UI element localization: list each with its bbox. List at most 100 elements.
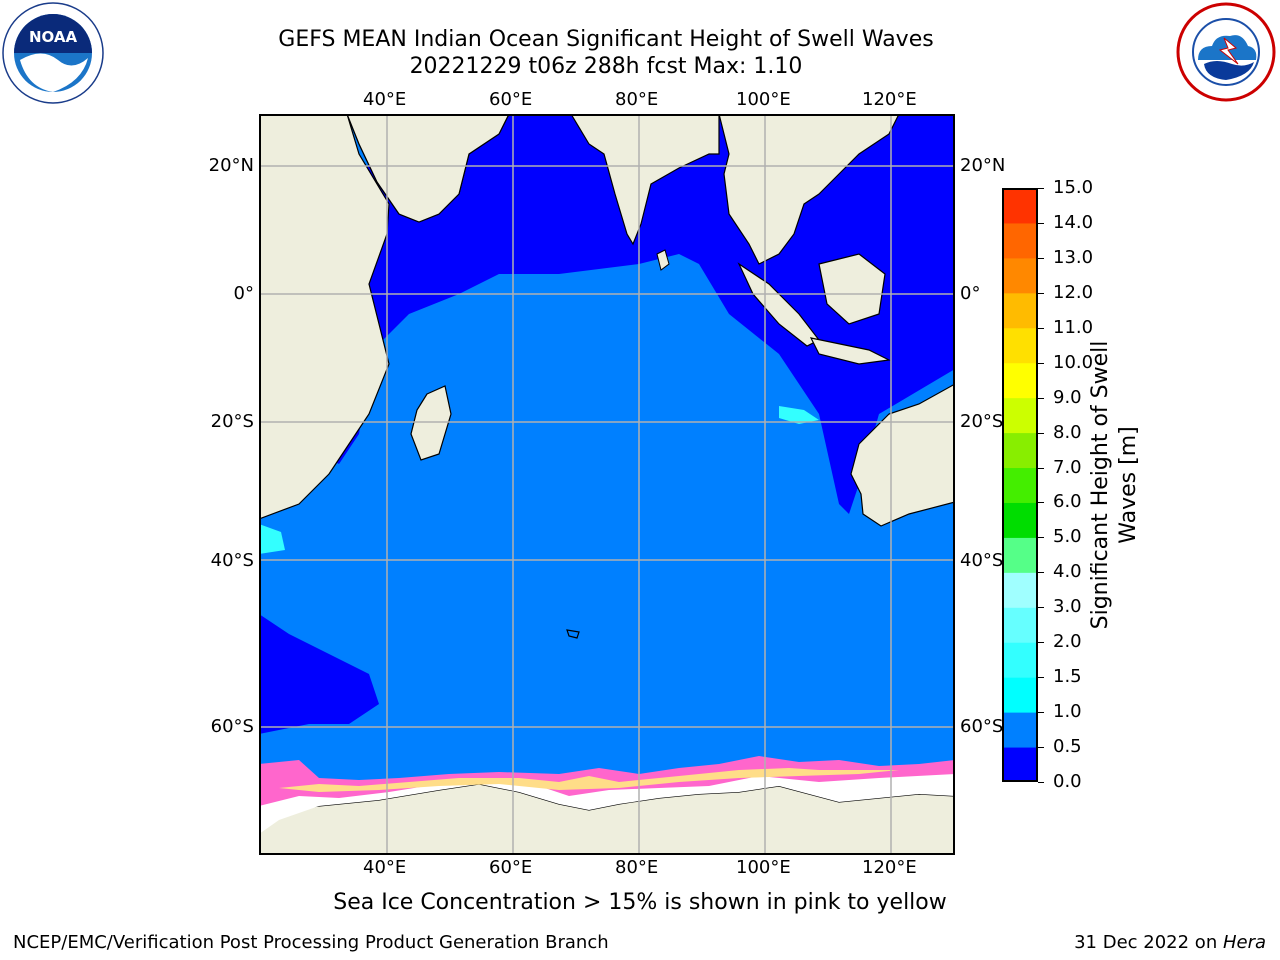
map-title: GEFS MEAN Indian Ocean Significant Heigh… — [278, 27, 934, 52]
colorbar-tick-label: 12.0 — [1053, 281, 1094, 303]
sea-ice-white — [259, 772, 955, 834]
map-panel — [259, 114, 955, 855]
lon-label-top: 80°E — [615, 89, 659, 110]
colorbar-tick-mark — [1038, 188, 1044, 189]
colorbar-title-line1: Significant Height of Swell — [1088, 340, 1113, 630]
footer-branch: NCEP/EMC/Verification Post Processing Pr… — [13, 932, 609, 953]
sea-ice-caption: Sea Ice Concentration > 15% is shown in … — [333, 890, 947, 915]
map-subtitle: 20221229 t06z 288h fcst Max: 1.10 — [409, 54, 803, 79]
colorbar-tick-mark — [1038, 432, 1044, 434]
noaa-logo: NOAA — [2, 2, 104, 104]
lon-label-top: 120°E — [862, 89, 917, 110]
colorbar-swatch — [1002, 677, 1038, 713]
colorbar-tick-label: 1.5 — [1053, 666, 1082, 688]
colorbar-tick-label: 15.0 — [1053, 177, 1094, 198]
lat-label-left: 60°S — [210, 716, 254, 737]
lon-label-bottom: 120°E — [862, 857, 917, 878]
lon-label-bottom: 100°E — [736, 857, 791, 878]
colorbar-swatch — [1002, 502, 1038, 538]
colorbar-tick-mark — [1038, 607, 1044, 609]
colorbar-tick-label: 0.5 — [1053, 736, 1082, 758]
colorbar-swatch — [1002, 362, 1038, 399]
lat-label-right: 60°S — [960, 716, 1004, 737]
footer-date: 31 Dec 2022 on Hera — [1074, 932, 1266, 953]
colorbar-title: Significant Height of Swell Waves [m] — [1087, 341, 1143, 630]
lat-label-right: 20°S — [960, 411, 1004, 432]
lat-label-left: 0° — [233, 283, 254, 304]
lon-label-bottom: 80°E — [615, 857, 659, 878]
lat-label-right: 20°N — [960, 155, 1006, 176]
colorbar-swatch — [1002, 327, 1038, 364]
land-africa — [259, 114, 390, 520]
colorbar-tick-label: 10.0 — [1053, 351, 1094, 373]
nws-logo — [1176, 2, 1276, 102]
colorbar-tick-label: 1.0 — [1053, 701, 1082, 723]
colorbar-tick-label: 5.0 — [1053, 526, 1082, 548]
footer-host: Hera — [1222, 932, 1266, 953]
colorbar-tick-label: 13.0 — [1053, 246, 1094, 268]
colorbar-tick-mark — [1038, 712, 1044, 714]
lon-label-bottom: 60°E — [489, 857, 533, 878]
colorbar-tick-mark — [1038, 747, 1044, 749]
footer-date-text: 31 Dec 2022 on — [1074, 932, 1223, 953]
sea-ice-yellow — [279, 768, 899, 792]
colorbar-tick-mark — [1038, 222, 1044, 224]
lon-label-bottom: 40°E — [363, 857, 407, 878]
colorbar-swatch — [1002, 222, 1038, 259]
colorbar-title-line2: Waves [m] — [1116, 426, 1141, 544]
lat-label-left: 20°S — [210, 411, 254, 432]
colorbar-tick-mark — [1038, 537, 1044, 539]
colorbar-tick-label: 9.0 — [1053, 386, 1082, 408]
island-kerguelen — [566, 629, 580, 639]
colorbar — [1002, 188, 1038, 782]
land-madagascar — [410, 385, 452, 461]
swell-patch-cyan — [779, 406, 819, 424]
low-swell-southwest — [259, 614, 379, 734]
colorbar-swatch — [1002, 747, 1038, 782]
colorbar-swatch — [1002, 467, 1038, 503]
lat-label-right: 0° — [960, 283, 981, 304]
lat-label-right: 40°S — [960, 550, 1004, 571]
colorbar-tick-label: 11.0 — [1053, 316, 1094, 338]
colorbar-swatch — [1002, 188, 1038, 224]
lon-label-top: 60°E — [489, 89, 533, 110]
colorbar-tick-mark — [1038, 327, 1044, 329]
land-java — [809, 337, 892, 365]
map-frame — [259, 114, 955, 855]
land-seasia — [718, 114, 900, 265]
colorbar-tick-mark — [1038, 572, 1044, 574]
colorbar-tick-label: 2.0 — [1053, 631, 1082, 653]
colorbar-swatch — [1002, 572, 1038, 608]
colorbar-tick-mark — [1038, 292, 1044, 294]
colorbar-swatch — [1002, 257, 1038, 294]
colorbar-tick-mark — [1038, 467, 1044, 469]
colorbar-tick-mark — [1038, 257, 1044, 259]
lat-label-left: 20°N — [208, 155, 254, 176]
colorbar-tick-mark — [1038, 502, 1044, 504]
land-australia — [850, 383, 955, 527]
colorbar-tick-mark — [1038, 362, 1044, 364]
lon-label-top: 40°E — [363, 89, 407, 110]
swell-patch-cyan — [259, 524, 285, 554]
gridlines — [259, 114, 955, 855]
colorbar-swatch — [1002, 397, 1038, 434]
land-borneo — [818, 253, 886, 325]
noaa-logo-text: NOAA — [29, 28, 78, 46]
colorbar-swatch — [1002, 642, 1038, 678]
colorbar-tick-label: 8.0 — [1053, 421, 1082, 443]
colorbar-tick-label: 7.0 — [1053, 456, 1082, 478]
colorbar-tick-label: 0.0 — [1053, 771, 1082, 792]
land-india — [511, 114, 720, 246]
colorbar-tick-label: 6.0 — [1053, 491, 1082, 513]
colorbar-swatch — [1002, 537, 1038, 573]
colorbar-tick-label: 4.0 — [1053, 561, 1082, 583]
lat-label-left: 40°S — [210, 550, 254, 571]
colorbar-frame — [1002, 188, 1038, 782]
colorbar-tick-mark — [1038, 642, 1044, 644]
lon-label-top: 100°E — [736, 89, 791, 110]
colorbar-swatch — [1002, 712, 1038, 748]
colorbar-tick-label: 3.0 — [1053, 596, 1082, 618]
land-srilanka — [656, 249, 670, 271]
colorbar-tick-mark — [1038, 782, 1044, 783]
colorbar-swatch — [1002, 292, 1038, 329]
